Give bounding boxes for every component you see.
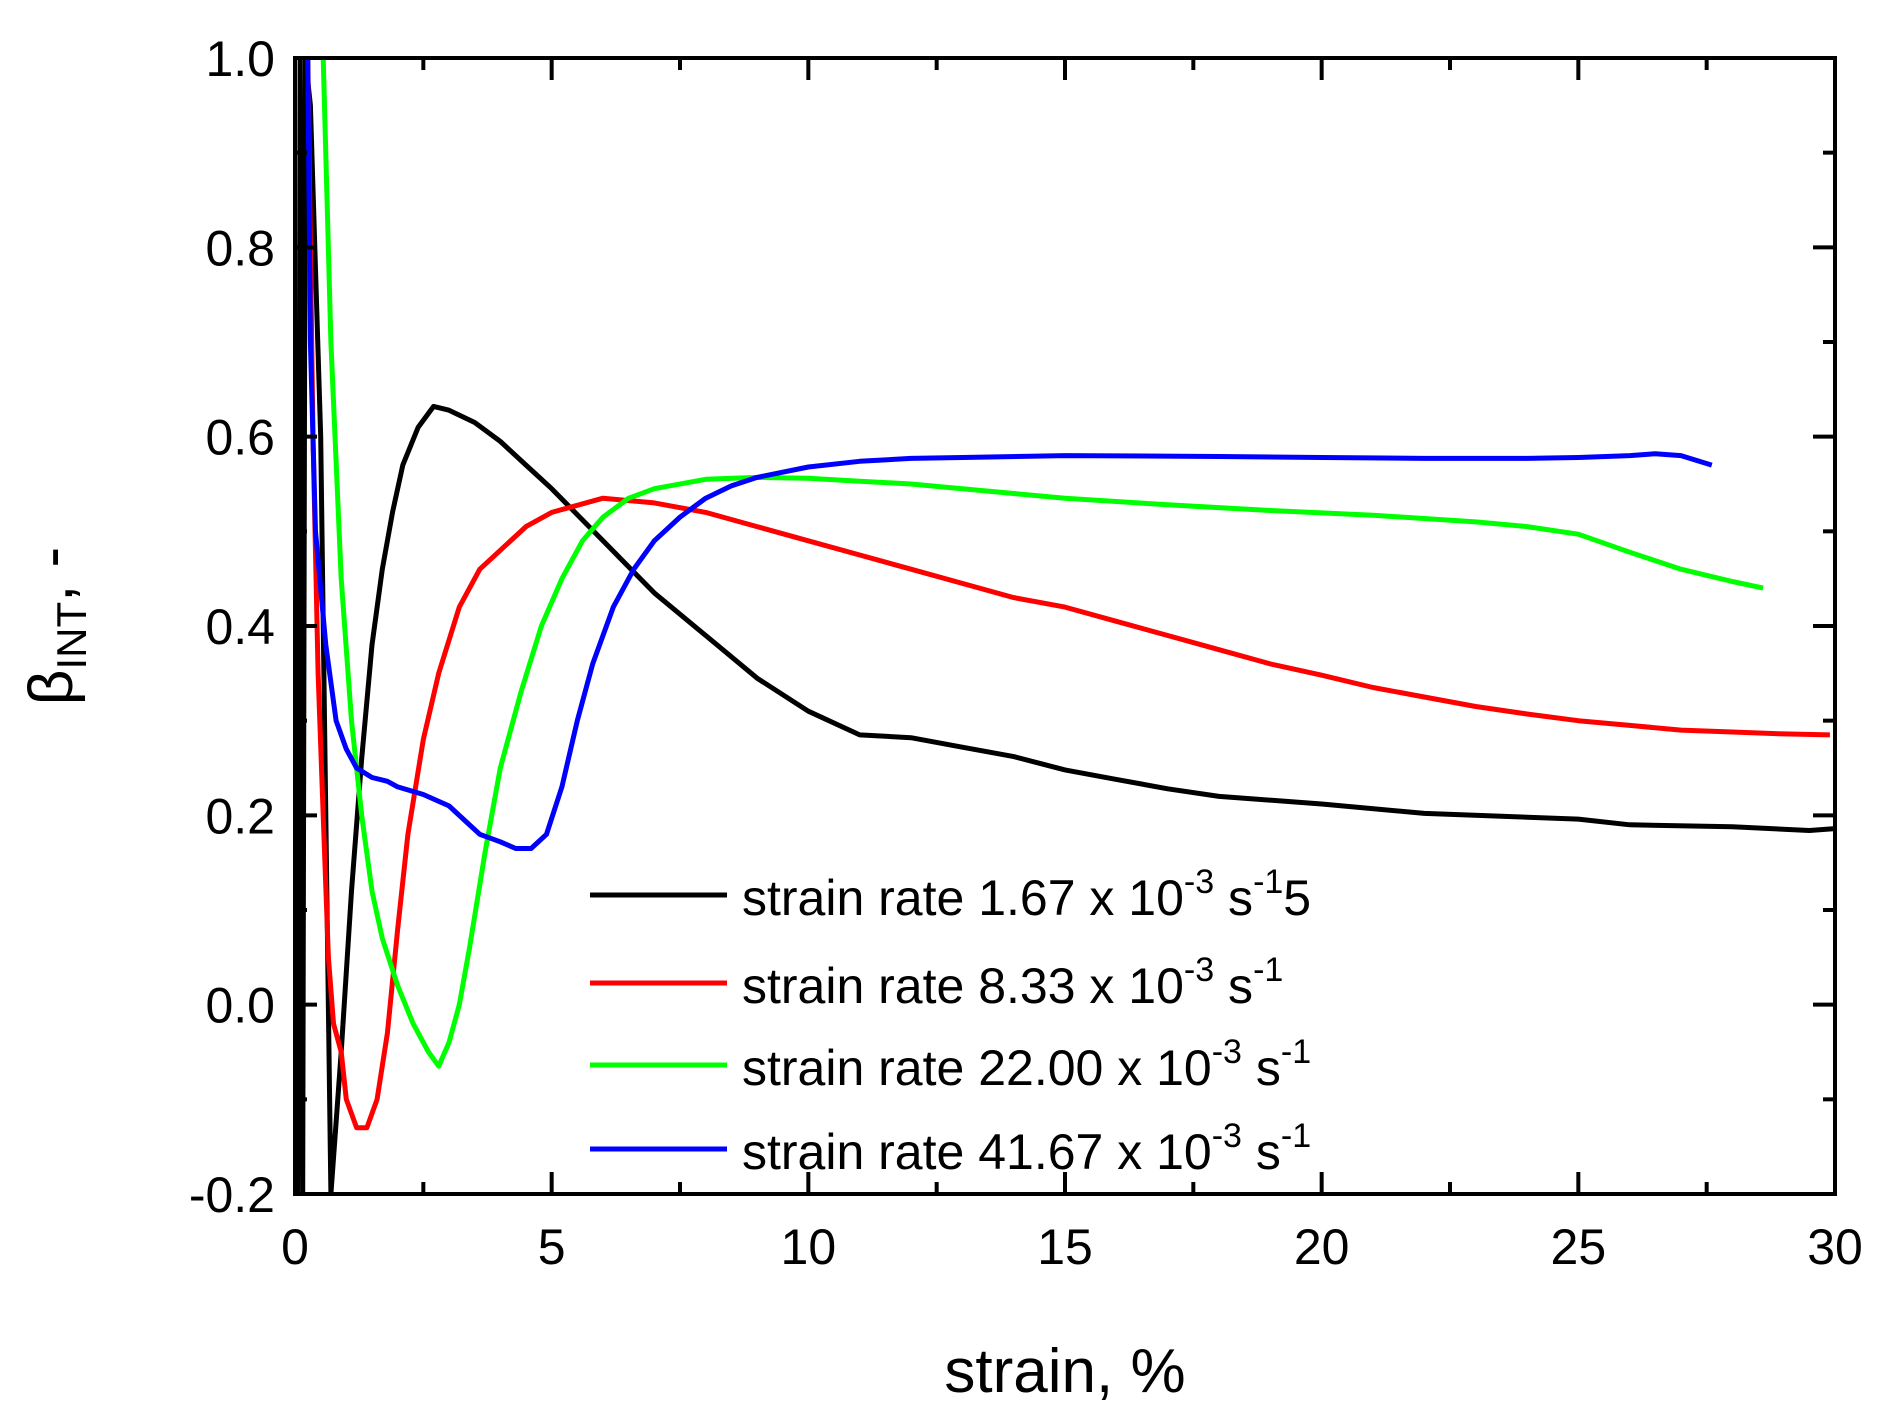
series-layer <box>295 58 1835 1194</box>
y-tick-label: 0.2 <box>205 788 275 844</box>
x-tick-label: 10 <box>781 1219 837 1275</box>
x-tick-label: 20 <box>1294 1219 1350 1275</box>
legend-label-4: strain rate 41.67 x 10-3 s-1 <box>742 1117 1311 1180</box>
y-axis-label-suffix: , - <box>17 547 86 602</box>
x-tick-label: 30 <box>1807 1219 1863 1275</box>
y-tick-label: 0.6 <box>205 410 275 466</box>
x-tick-label: 15 <box>1037 1219 1093 1275</box>
series-line-1 <box>295 58 1835 1194</box>
y-tick-label: 1.0 <box>205 31 275 87</box>
y-tick-label: -0.2 <box>189 1167 275 1223</box>
x-axis-label: strain, % <box>944 1337 1185 1406</box>
series-line-4 <box>305 58 1713 851</box>
series-line-2 <box>305 58 1830 1131</box>
legend: strain rate 1.67 x 10-3 s-15 strain rate … <box>590 863 1311 1180</box>
y-axis-label: βINT, - <box>17 547 95 705</box>
y-tick-labels: -0.2 0.0 0.2 0.4 0.6 0.8 1.0 <box>189 31 275 1223</box>
y-tick-label: 0.4 <box>205 599 275 655</box>
ticks-layer <box>293 56 1837 1196</box>
legend-label-2: strain rate 8.33 x 10-3 s-1 <box>742 951 1283 1014</box>
legend-label-3: strain rate 22.00 x 10-3 s-1 <box>742 1033 1311 1096</box>
x-tick-labels: 0 5 10 15 20 25 30 <box>281 1219 1863 1275</box>
y-tick-label: 0.8 <box>205 220 275 276</box>
legend-label-1: strain rate 1.67 x 10-3 s-15 <box>742 863 1311 926</box>
x-tick-label: 5 <box>538 1219 566 1275</box>
y-tick-label: 0.0 <box>205 978 275 1034</box>
y-axis-label-sub: INT <box>48 602 95 670</box>
y-axis-label-base: β <box>17 670 86 706</box>
x-tick-label: 25 <box>1551 1219 1607 1275</box>
plot-frame <box>293 56 1837 1196</box>
series-line-3 <box>320 58 1764 1069</box>
x-tick-label: 0 <box>281 1219 309 1275</box>
